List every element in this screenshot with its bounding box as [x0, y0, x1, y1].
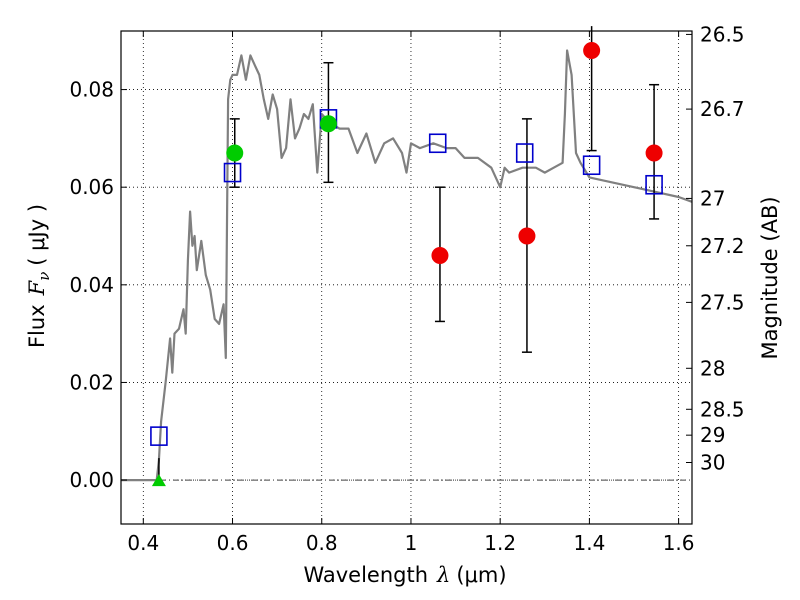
upper-limit-triangle	[151, 474, 166, 487]
y-axis-right-magnitude: 26.5 26.7 27 27.2 27.5 28 28.529 30	[686, 22, 745, 474]
x-axis-title-text: Wavelength	[303, 563, 428, 587]
x-tick-label: 0.8	[306, 531, 338, 555]
mag-tick-label: 30	[700, 450, 725, 474]
model-band-square	[515, 143, 534, 163]
model-band-square	[223, 162, 242, 183]
y2-axis-title: Magnitude (AB)	[758, 196, 782, 359]
model-band-square	[582, 155, 601, 176]
error-bars	[158, 26, 660, 481]
x-tick-label: 0.6	[217, 531, 249, 555]
x-axis-title: Wavelength λ (μm)	[303, 563, 506, 587]
y-tick-label: 0.06	[69, 175, 114, 199]
y-axis-title: Flux Fν ( μJy )	[25, 204, 53, 348]
data-markers	[150, 42, 663, 487]
y-axis-title-unit: ( μJy )	[25, 204, 49, 266]
y-axis-title-symbol: F	[25, 279, 49, 296]
y-tick-label: 0.08	[69, 78, 114, 102]
x-tick-label: 1.4	[573, 531, 605, 555]
model-band-square	[150, 426, 168, 446]
detection-point-red	[645, 144, 663, 162]
detection-point-red	[518, 227, 536, 245]
x-axis: 0.4 0.6 0.8 1 1.2 1.4 1.6	[127, 31, 695, 555]
mag-tick-label: 27.5	[700, 290, 745, 314]
x-tick-label: 1.2	[484, 531, 516, 555]
model-band-square	[645, 174, 663, 195]
y-tick-label: 0.04	[69, 273, 114, 297]
plot-frame	[120, 30, 693, 525]
mag-tick-label: 28	[700, 356, 725, 380]
detection-point-green	[226, 144, 244, 162]
mag-tick-label: 27	[700, 186, 725, 210]
model-sed-series	[121, 49, 693, 482]
detection-point-green	[319, 115, 337, 133]
detection-point-red	[583, 42, 601, 60]
x-axis-title-symbol: λ	[436, 563, 450, 587]
mag-tick-label: 26.7	[700, 97, 745, 121]
x-axis-title-unit: (μm)	[456, 563, 506, 587]
mag-tick-label: 28.5	[700, 397, 745, 421]
x-tick-label: 1.6	[663, 531, 695, 555]
mag-tick-label: 27.2	[700, 234, 745, 258]
x-tick-label: 0.4	[127, 531, 159, 555]
y-tick-label: 0.00	[69, 468, 114, 492]
y-axis-title-subscript: ν	[35, 272, 53, 281]
model-sed-line	[121, 49, 693, 482]
y-axis-title-text: Flux	[25, 304, 49, 348]
mag-tick-label: 29	[700, 423, 725, 447]
y-tick-label: 0.02	[69, 370, 114, 394]
x-tick-label: 1	[405, 531, 418, 555]
detection-point-red	[431, 247, 449, 265]
y-axis-left: 0.00 0.02 0.04 0.06 0.08	[69, 78, 127, 492]
model-band-square	[428, 133, 447, 154]
mag-tick-label: 26.5	[700, 22, 745, 46]
